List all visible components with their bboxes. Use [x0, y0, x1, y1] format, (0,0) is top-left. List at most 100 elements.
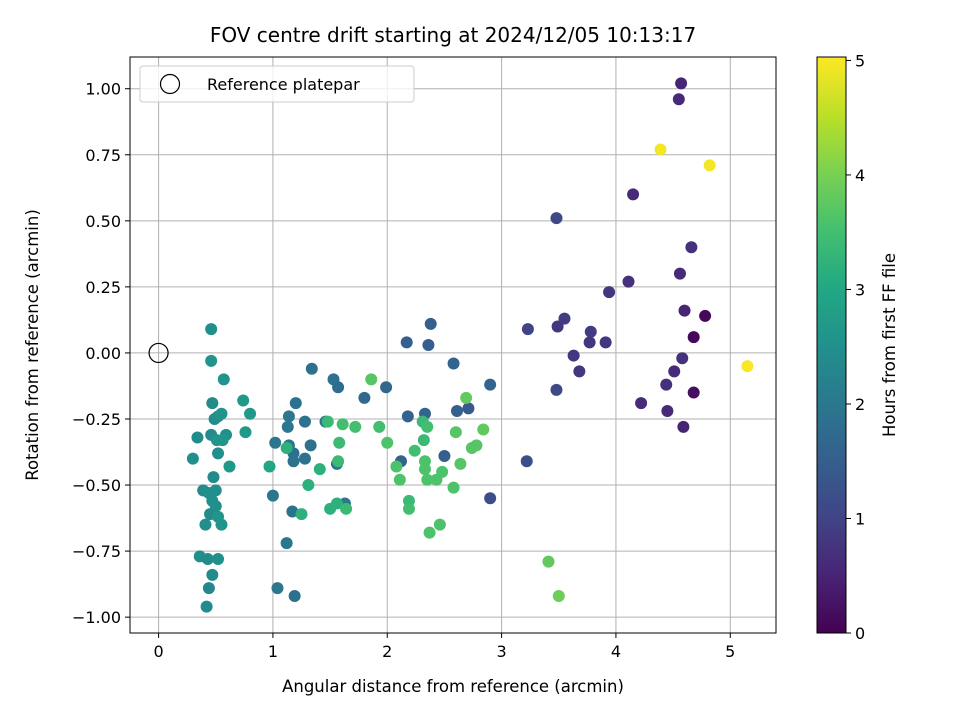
scatter-point	[542, 555, 555, 568]
scatter-point	[627, 188, 640, 201]
scatter-point	[449, 426, 462, 439]
scatter-point	[436, 465, 449, 478]
scatter-point	[417, 434, 430, 447]
scatter-point	[550, 212, 563, 225]
x-axis-ticks: 0 1 2 3 4 5	[153, 633, 735, 661]
scatter-point	[433, 518, 446, 531]
scatter-point	[223, 460, 236, 473]
scatter-point	[207, 471, 220, 484]
scatter-point	[660, 378, 673, 391]
scatter-point	[484, 378, 497, 391]
scatter-point	[678, 304, 691, 317]
scatter-point	[552, 590, 565, 603]
scatter-point	[401, 410, 414, 423]
scatter-point	[298, 452, 311, 465]
scatter-point	[558, 312, 571, 325]
x-tick-label: 4	[611, 642, 621, 661]
y-tick-label: −0.75	[72, 542, 121, 561]
legend-label-reference: Reference platepar	[207, 75, 360, 94]
scatter-point	[699, 309, 712, 322]
scatter-point	[408, 444, 421, 457]
colorbar-tick-label: 5	[855, 51, 865, 70]
scatter-point	[422, 339, 435, 351]
colorbar-tick-label: 0	[855, 624, 865, 643]
scatter-point	[603, 286, 616, 299]
scatter-point	[447, 481, 460, 494]
scatter-point	[677, 420, 690, 433]
scatter-point	[381, 436, 394, 449]
scatter-point	[477, 423, 490, 436]
scatter-point	[304, 439, 317, 452]
scatter-point	[199, 518, 212, 531]
legend: Reference platepar	[139, 65, 415, 103]
scatter-point	[673, 267, 686, 280]
y-tick-label: 0.25	[85, 278, 121, 297]
scatter-point	[418, 463, 431, 476]
scatter-point	[217, 373, 230, 386]
scatter-point	[305, 362, 318, 375]
colorbar-tick-label: 2	[855, 395, 865, 414]
scatter-point	[676, 352, 689, 365]
scatter-point	[280, 442, 293, 455]
scatter-point	[447, 357, 460, 370]
scatter-point	[424, 317, 437, 330]
y-axis-ticks: −1.00 −0.75 −0.50 −0.25 0.00 0.25 0.50 0.75 1.00	[72, 80, 130, 627]
scatter-point	[336, 418, 349, 431]
scatter-point	[280, 537, 293, 550]
y-tick-label: −0.50	[72, 476, 121, 495]
y-tick-label: 0.50	[85, 212, 121, 231]
scatter-point	[313, 463, 326, 476]
scatter-point	[584, 325, 597, 338]
scatter-point	[263, 460, 276, 473]
scatter-point	[685, 241, 698, 254]
scatter-point	[573, 365, 586, 378]
scatter-point	[583, 336, 596, 349]
scatter-point	[380, 381, 393, 394]
reference-marker	[148, 342, 169, 364]
plot-frame	[129, 56, 777, 634]
scatter-point	[654, 143, 667, 156]
scatter-point	[470, 439, 483, 452]
scatter-point	[438, 449, 451, 462]
x-tick-label: 2	[382, 642, 392, 661]
legend-marker-reference	[159, 73, 181, 95]
scatter-point	[330, 497, 343, 510]
scatter-point	[599, 336, 612, 349]
scatter-point	[703, 159, 716, 172]
scatter-point	[390, 460, 403, 473]
grid-lines	[130, 57, 776, 633]
scatter-point	[271, 582, 284, 595]
legend-box	[139, 65, 415, 103]
scatter-point	[358, 391, 371, 404]
scatter-point	[298, 415, 311, 428]
scatter-point	[269, 436, 282, 449]
scatter-point	[349, 420, 362, 433]
scatter-point	[332, 381, 345, 394]
scatter-point	[206, 397, 219, 410]
scatter-point	[460, 391, 473, 404]
colorbar-tick-label: 3	[855, 280, 865, 299]
y-tick-label: −0.25	[72, 410, 121, 429]
y-tick-label: −1.00	[72, 608, 121, 627]
reference-point	[148, 342, 169, 364]
scatter-point	[237, 394, 250, 407]
scatter-point	[289, 397, 302, 410]
scatter-point	[266, 489, 279, 502]
scatter-point	[295, 508, 308, 521]
scatter-point	[286, 505, 299, 518]
scatter-point	[373, 420, 386, 433]
scatter-point	[186, 452, 199, 465]
scatter-point	[239, 426, 252, 439]
scatter-point	[288, 590, 301, 603]
scatter-point	[202, 582, 215, 595]
scatter-point	[635, 397, 648, 410]
scatter-point	[212, 553, 225, 566]
scatter-point	[421, 420, 434, 433]
scatter-point	[400, 336, 413, 349]
scatter-point	[302, 479, 315, 492]
scatter-point	[191, 431, 204, 444]
scatter-point	[520, 455, 533, 468]
scatter-point	[567, 349, 580, 362]
scatter-point	[402, 502, 415, 515]
